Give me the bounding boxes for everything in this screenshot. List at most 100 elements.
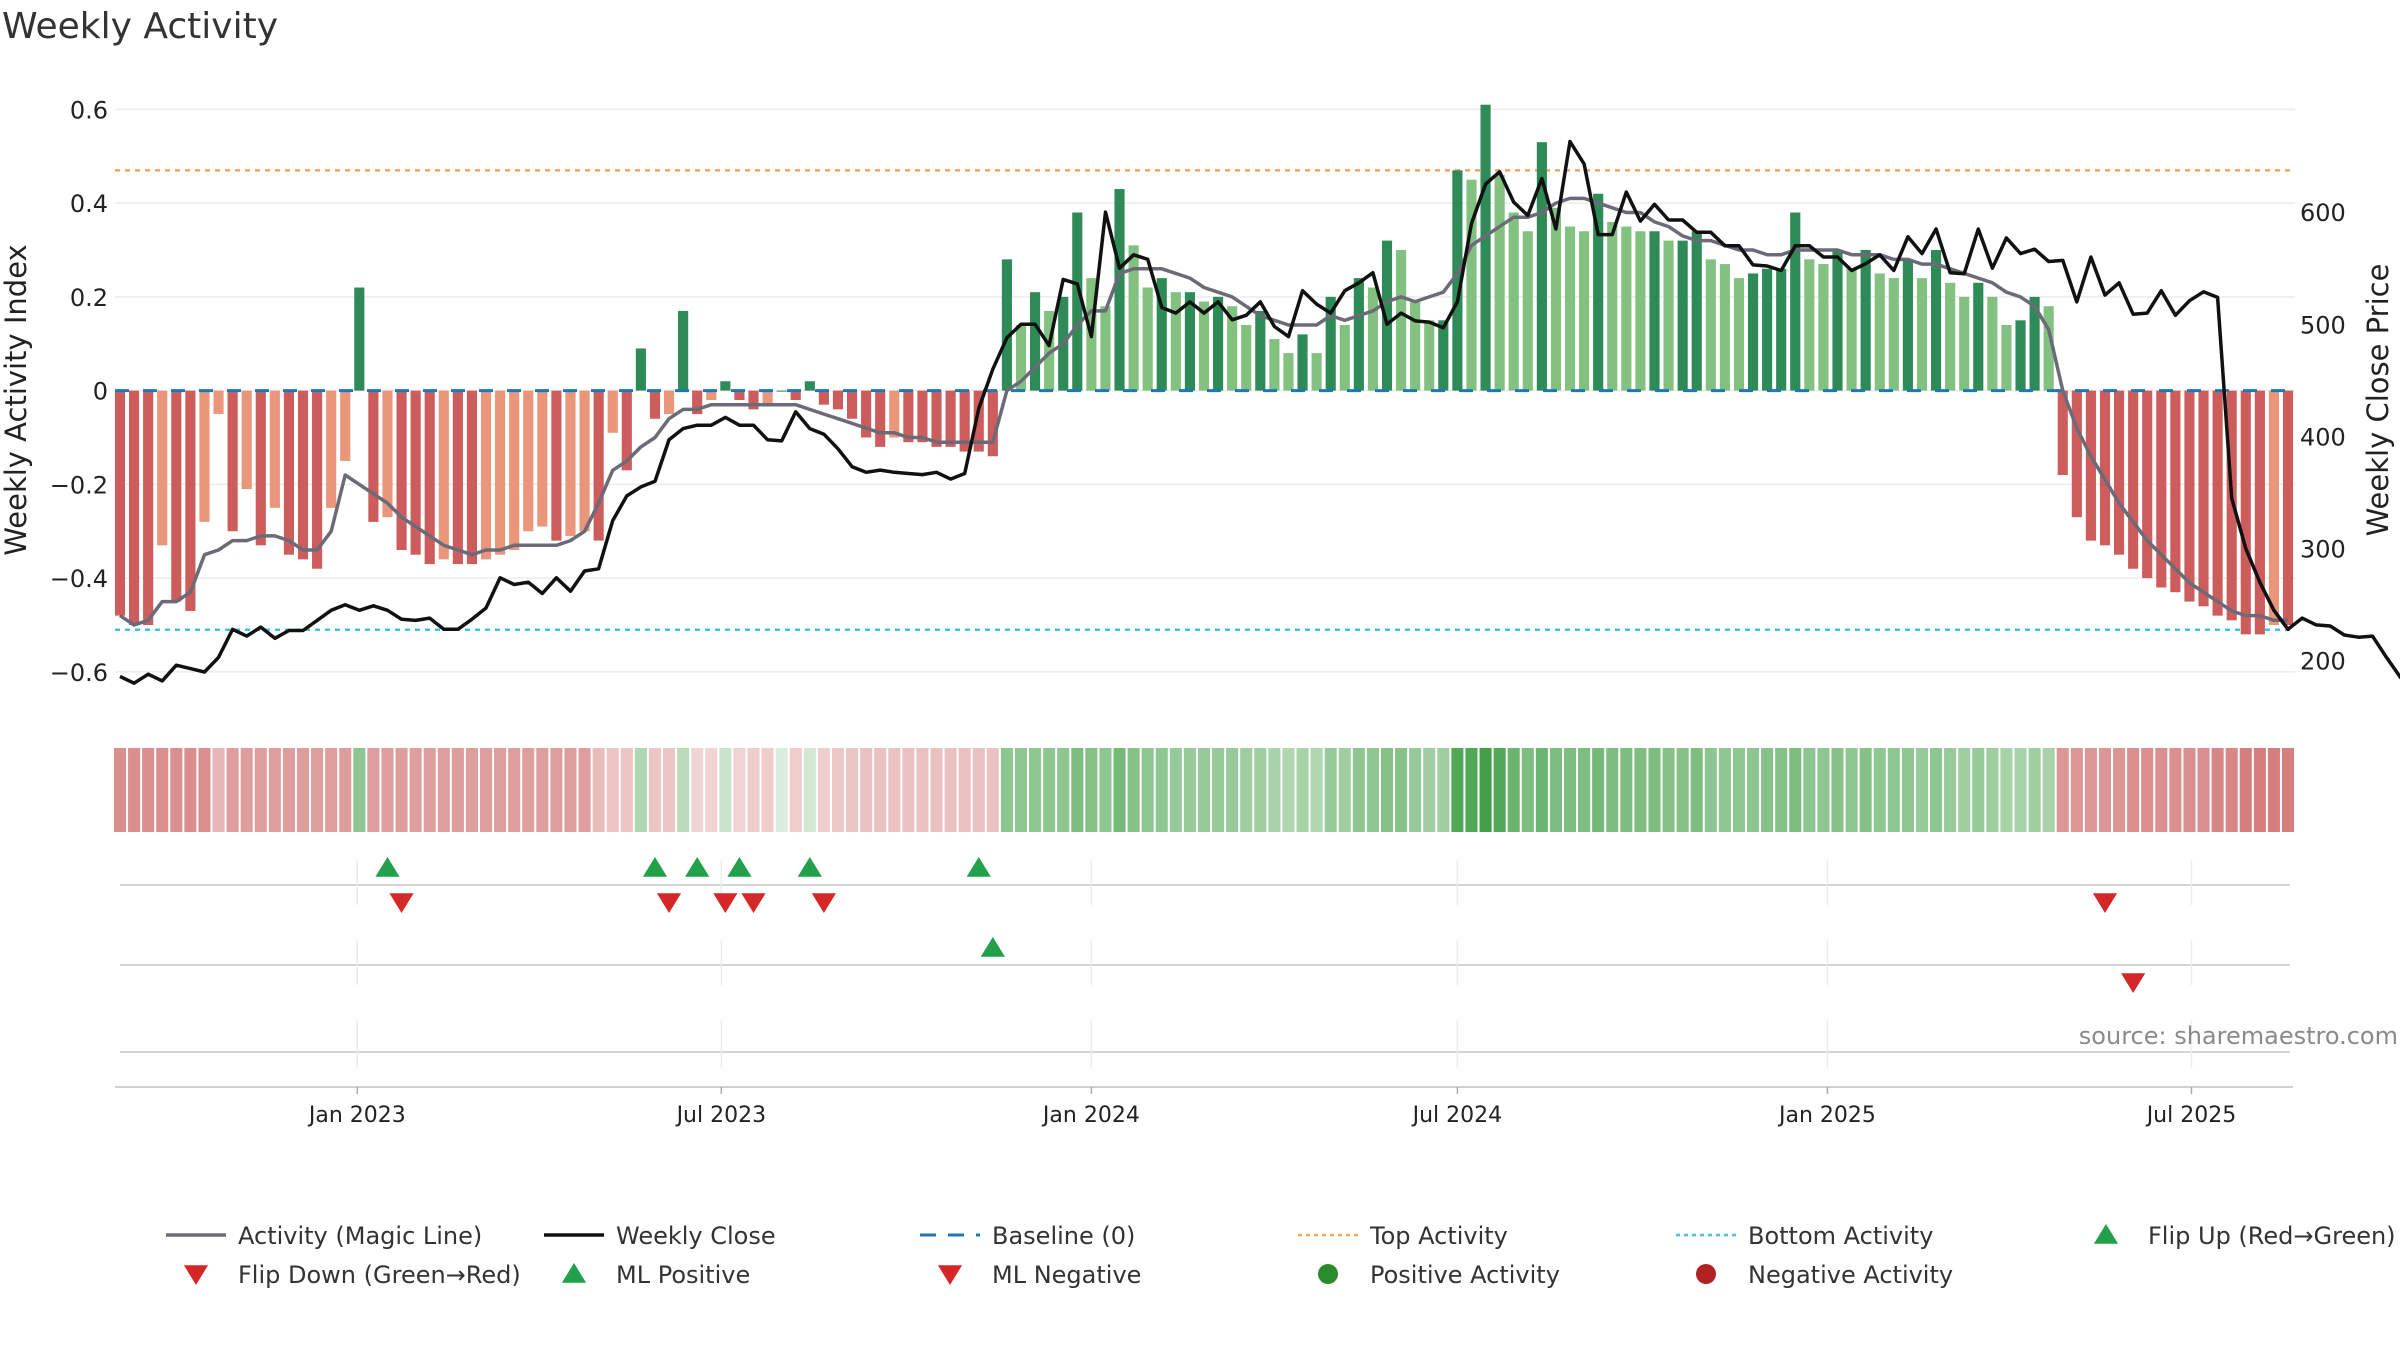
activity-bar [410, 390, 421, 555]
activity-bar [2212, 390, 2223, 616]
strip-cell [113, 748, 127, 832]
activity-bar [1072, 212, 1083, 391]
legend-label: ML Negative [992, 1261, 1141, 1289]
activity-bar [1973, 282, 1984, 391]
activity-bar [480, 390, 492, 560]
strip-cell [1747, 748, 1760, 832]
activity-bar [1424, 320, 1435, 391]
strip-cell [691, 748, 704, 832]
activity-bar [1128, 245, 1139, 391]
strip-cell [395, 748, 408, 832]
strip-cell [1451, 748, 1464, 832]
strip-cell [888, 748, 901, 832]
activity-bar [2015, 320, 2026, 391]
strip-cell [1099, 748, 1112, 832]
strip-cell [2183, 748, 2196, 832]
left-tick-label: 0.4 [70, 190, 108, 218]
activity-bar [114, 390, 126, 616]
strip-cell [1521, 748, 1534, 832]
strip-cell [663, 748, 676, 832]
strip-cell [1338, 748, 1351, 832]
activity-bar [1325, 296, 1336, 391]
activity-bar [537, 390, 548, 527]
activity-bar [1100, 306, 1111, 391]
activity-bar [2240, 390, 2251, 635]
activity-bar [396, 390, 407, 550]
activity-bar [452, 390, 463, 565]
activity-bar [312, 390, 323, 569]
activity-bar [171, 390, 182, 602]
strip-cell [1479, 748, 1492, 832]
legend-item: ML Negative [937, 1261, 1141, 1289]
activity-bar [678, 310, 689, 391]
strip-cell [1141, 748, 1154, 832]
activity-bar [1297, 334, 1308, 391]
strip-cell [1732, 748, 1745, 832]
activity-bar [213, 390, 224, 415]
activity-bar [269, 390, 280, 508]
legend-item: Top Activity [1298, 1222, 1508, 1250]
strip-cell [494, 748, 507, 832]
legend-label: Negative Activity [1748, 1261, 1953, 1289]
x-tick-label: Jan 2024 [1041, 1103, 1140, 1128]
strip-cell [311, 748, 324, 832]
legend-label: Weekly Close [616, 1222, 776, 1250]
strip-cell [1507, 748, 1520, 832]
activity-bar [931, 390, 942, 447]
legend-swatch [1696, 1264, 1716, 1284]
activity-bar [340, 390, 351, 461]
activity-bar [1522, 231, 1533, 391]
activity-bar [1888, 278, 1899, 391]
strip-cell [550, 748, 563, 832]
strip-cell [2127, 748, 2140, 832]
strip-cell [254, 748, 267, 832]
activity-bar [1198, 301, 1210, 391]
x-tick-label: Jan 2025 [1777, 1103, 1876, 1128]
activity-bar [875, 390, 886, 447]
activity-bar [523, 390, 534, 532]
strip-cell [1831, 748, 1844, 832]
activity-bar [2198, 390, 2209, 607]
left-tick-label: 0 [93, 378, 108, 406]
strip-cell [1043, 748, 1056, 832]
strip-cell [1986, 748, 1999, 832]
activity-bar [368, 390, 379, 522]
activity-bar [889, 390, 900, 438]
strip-cell [325, 748, 338, 832]
activity-bar [382, 390, 393, 518]
strip-cell [1845, 748, 1858, 832]
activity-bar [438, 390, 449, 560]
activity-bar [227, 390, 238, 532]
activity-bar [2170, 390, 2181, 593]
strip-cell [2028, 748, 2041, 832]
flip-down-marker [389, 893, 414, 913]
activity-bar [1860, 250, 1871, 391]
activity-bar [1227, 306, 1238, 391]
flip-up-marker [375, 857, 400, 877]
strip-cell [2211, 748, 2224, 832]
activity-bar [2156, 390, 2167, 588]
legend-item: Negative Activity [1696, 1261, 1953, 1289]
strip-cell [1549, 748, 1562, 832]
activity-bar [2113, 390, 2125, 555]
left-tick-label: −0.4 [50, 565, 108, 593]
strip-cell [465, 748, 478, 832]
strip-cell [1915, 748, 1929, 832]
strip-cell [1761, 748, 1774, 832]
activity-bar [185, 390, 196, 611]
strip-cell [1395, 748, 1408, 832]
activity-bar [1452, 170, 1463, 391]
left-tick-label: 0.6 [70, 96, 108, 124]
strip-cell [719, 748, 732, 832]
activity-bar [1508, 212, 1519, 391]
activity-bar [720, 381, 731, 391]
activity-bar [354, 287, 365, 391]
activity-bar [1241, 325, 1252, 391]
activity-bar [1959, 296, 1970, 391]
flip-up-marker [727, 857, 752, 877]
strip-cell [1662, 748, 1675, 832]
activity-bar [945, 390, 956, 447]
x-axis: Jan 2023 Jul 2023 Jan 2024 Jul 2024 Jan 2025… [115, 1086, 2293, 1128]
right-tick-label: 200 [2300, 648, 2346, 676]
flip-up-marker [642, 857, 668, 877]
